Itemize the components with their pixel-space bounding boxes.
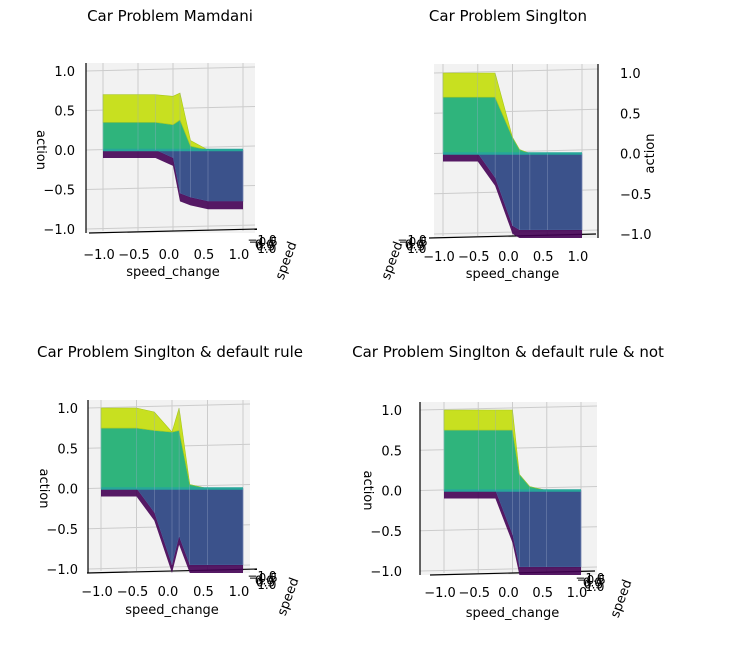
x-tick-label: 0.5	[193, 585, 214, 600]
x-tick-label: 0.0	[158, 585, 179, 600]
x-tick-label: 1.0	[229, 585, 250, 600]
grid-line-z	[419, 405, 598, 411]
z-tick-label: 0.0	[381, 485, 402, 500]
x-axis-label: speed_change	[466, 267, 560, 282]
y-tick-label: 1.0	[257, 578, 276, 592]
chart-panel-1: Car Problem Mamdani1.00.50.0−0.5−1.0acti…	[33, 7, 300, 282]
y-tick-label: 0.5	[256, 576, 275, 590]
y-tick-label: 0.5	[584, 578, 603, 592]
z-tick-label: −1.0	[620, 228, 652, 243]
z-tick-label: 0.5	[381, 444, 402, 459]
z-axis-label: action	[643, 133, 658, 173]
z-tick-label: −0.5	[46, 523, 78, 538]
z-tick-label: −1.0	[46, 563, 78, 578]
y-tick-label: 0.5	[256, 240, 275, 254]
grid-line-z	[85, 66, 256, 72]
z-tick-label: −1.0	[370, 565, 402, 580]
y-axis-label: speed	[608, 578, 636, 620]
y-tick-label: −1.0	[575, 571, 604, 585]
surface-floor	[103, 150, 243, 210]
x-tick-label: 0.0	[159, 248, 180, 263]
x-tick-label: −1.0	[424, 586, 456, 601]
y-tick-label: −0.5	[249, 571, 278, 585]
x-tick-label: 0.0	[498, 586, 519, 601]
y-tick-label: −1.0	[247, 569, 276, 583]
chart-title: Car Problem Singlton & default rule	[37, 343, 303, 361]
y-tick-label: −0.5	[249, 235, 278, 249]
x-tick-label: 0.0	[498, 250, 519, 265]
x-axis-label: speed_change	[126, 265, 220, 280]
z-tick-label: 0.0	[620, 148, 641, 163]
y-axis-label: speed	[275, 576, 303, 618]
y-tick-label: −1.0	[397, 233, 426, 247]
z-tick-label: −1.0	[43, 223, 75, 238]
chart-title: Car Problem Singlton & default rule & no…	[352, 343, 664, 361]
z-tick-label: 0.0	[57, 483, 78, 498]
z-tick-label: −0.5	[620, 188, 652, 203]
x-tick-label: −0.5	[117, 585, 149, 600]
y-tick-label: 0.0	[255, 237, 274, 251]
x-axis-label: speed_change	[466, 606, 560, 621]
y-axis-label: speed	[379, 240, 407, 282]
x-tick-label: −0.5	[458, 250, 490, 265]
x-tick-label: 1.0	[568, 250, 589, 265]
y-tick-label: 0.0	[583, 575, 602, 589]
x-axis-label: speed_change	[125, 603, 219, 618]
grid-line-z	[87, 403, 251, 409]
x-tick-label: −1.0	[83, 248, 115, 263]
x-tick-label: −0.5	[118, 248, 150, 263]
x-tick-label: 0.5	[194, 248, 215, 263]
grid-line-z	[433, 68, 599, 74]
y-tick-label: 1.0	[407, 242, 426, 256]
y-tick-label: 0.0	[405, 237, 424, 251]
z-axis-label: action	[360, 470, 375, 510]
chart-panel-2: Car Problem Singlton1.00.50.0−0.5−1.0act…	[379, 7, 658, 282]
chart-title: Car Problem Mamdani	[87, 7, 253, 25]
y-tick-label: 0.0	[255, 573, 274, 587]
y-tick-label: −0.5	[577, 573, 606, 587]
z-tick-label: −0.5	[43, 184, 75, 199]
z-axis-label: action	[33, 130, 48, 170]
y-tick-label: 1.0	[257, 242, 276, 256]
z-tick-label: 0.5	[54, 105, 75, 120]
z-tick-label: 0.5	[620, 107, 641, 122]
x-tick-label: 0.5	[532, 586, 553, 601]
x-tick-label: −1.0	[81, 585, 113, 600]
y-tick-label: −0.5	[399, 235, 428, 249]
z-tick-label: 0.5	[57, 442, 78, 457]
x-tick-label: 1.0	[229, 248, 250, 263]
z-tick-label: 1.0	[381, 404, 402, 419]
x-axis-spine	[88, 228, 258, 234]
y-tick-label: 1.0	[585, 580, 604, 594]
z-tick-label: 0.0	[54, 144, 75, 159]
y-tick-label: −1.0	[247, 233, 276, 247]
x-tick-label: −1.0	[423, 250, 455, 265]
z-tick-label: 1.0	[54, 65, 75, 80]
y-tick-label: 0.5	[406, 240, 425, 254]
chart-panel-4: Car Problem Singlton & default rule & no…	[352, 343, 664, 621]
x-tick-label: 0.5	[533, 250, 554, 265]
x-tick-label: 1.0	[567, 586, 588, 601]
chart-panel-3: Car Problem Singlton & default rule1.00.…	[36, 343, 303, 618]
grid-line-z	[85, 224, 256, 230]
z-tick-label: 1.0	[620, 67, 641, 82]
z-tick-label: −0.5	[370, 525, 402, 540]
z-tick-label: 1.0	[57, 402, 78, 417]
z-axis-label: action	[36, 468, 51, 508]
chart-title: Car Problem Singlton	[429, 7, 587, 25]
x-tick-label: −0.5	[458, 586, 490, 601]
